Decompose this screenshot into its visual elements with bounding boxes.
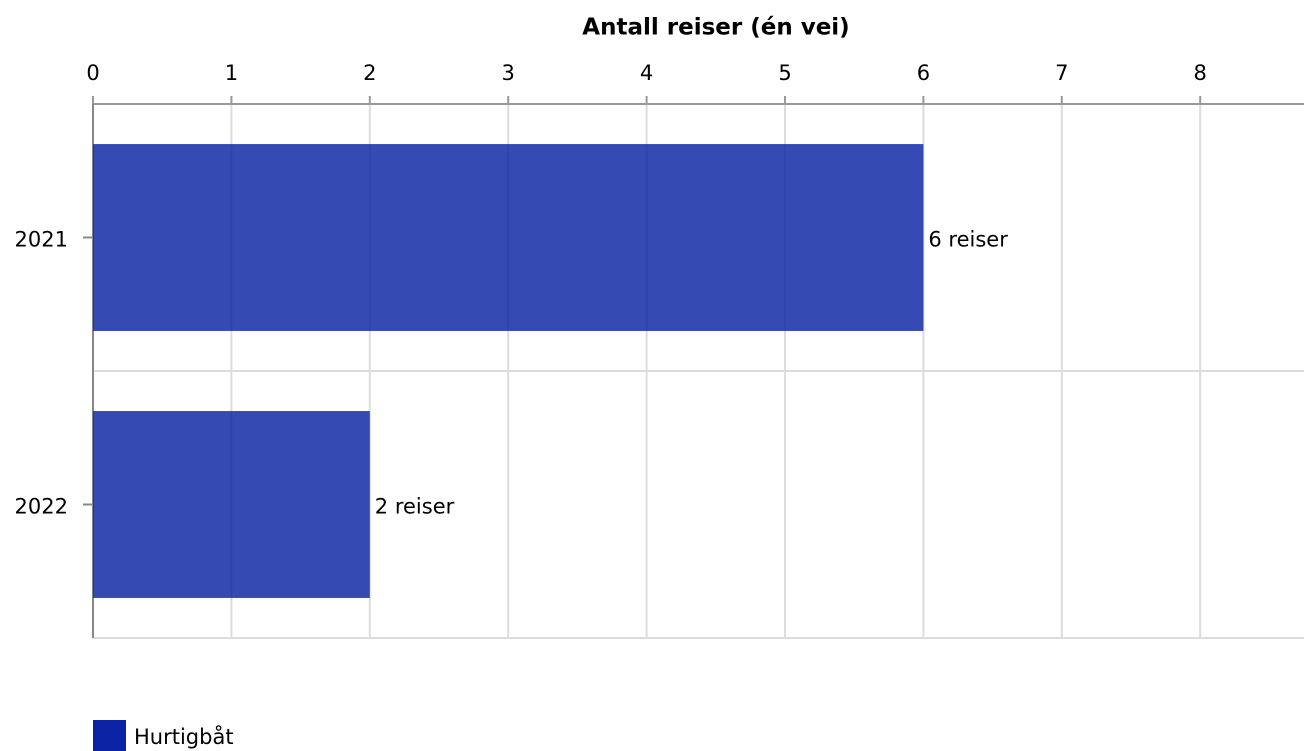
x-tick-label: 1 xyxy=(225,61,238,85)
axis-title: Antall reiser (én vei) xyxy=(582,15,849,41)
legend-label: Hurtigbåt xyxy=(134,724,234,749)
legend-swatch xyxy=(93,720,126,751)
x-tick-label: 4 xyxy=(640,61,653,85)
bar xyxy=(93,144,924,331)
data-label: 6 reiser xyxy=(928,228,1008,252)
x-tick-label: 0 xyxy=(86,61,99,85)
bar xyxy=(93,411,370,598)
x-tick-label: 8 xyxy=(1194,61,1207,85)
x-tick-label: 7 xyxy=(1055,61,1068,85)
x-tick-label: 3 xyxy=(502,61,515,85)
x-tick-label: 6 xyxy=(917,61,930,85)
y-tick-label: 2022 xyxy=(15,495,68,519)
x-tick-label: 5 xyxy=(778,61,791,85)
data-label: 2 reiser xyxy=(375,495,455,519)
y-tick-label: 2021 xyxy=(15,228,68,252)
x-tick-label: 2 xyxy=(363,61,376,85)
